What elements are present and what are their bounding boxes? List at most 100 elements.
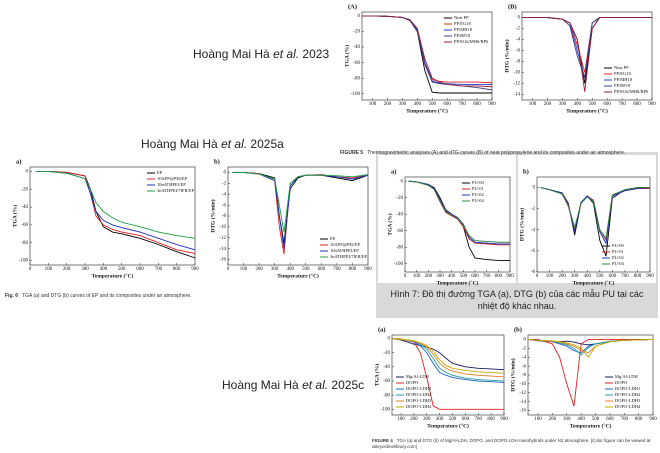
- legend-label: PP/EG6/MH6/RP6: [614, 89, 649, 94]
- y-tick-label: -6: [522, 364, 527, 369]
- legend-label: PP/MH18: [614, 77, 633, 82]
- legend-label: Mg/Al-LDH: [615, 374, 638, 379]
- x-tick-label: 200: [410, 417, 418, 422]
- plot-frame: [404, 176, 511, 273]
- y-tick-label: -8: [516, 60, 521, 65]
- y-tick-label: -2: [222, 181, 227, 186]
- x-tick-label: 200: [549, 417, 557, 422]
- y-tick-label: -2: [516, 27, 521, 32]
- legend-label: DOPO: [406, 380, 419, 385]
- x-tick-label: 200: [425, 274, 433, 279]
- y-tick-label: -16: [519, 409, 526, 414]
- y-tick-label: -2: [531, 207, 536, 212]
- y-tick-label: -2: [522, 346, 527, 351]
- x-tick-label: 400: [100, 267, 108, 272]
- panel-background: [518, 155, 656, 283]
- legend-label: PP/RP18: [614, 83, 631, 88]
- y-tick-label: -4: [522, 355, 527, 360]
- y-axis-title: TGA (%): [386, 213, 393, 235]
- data-line: [391, 338, 505, 374]
- data-line: [232, 171, 369, 233]
- x-tick-label: 300: [423, 417, 431, 422]
- y-tick-label: -10: [519, 382, 526, 387]
- x-tick-label: 700: [333, 267, 341, 272]
- legend-label: DOPO-LDH3: [615, 398, 641, 403]
- legend-label: Neat PP: [614, 65, 629, 70]
- x-tick-label: 300: [563, 417, 571, 422]
- author-label: Hoàng Mai Hà et al. 2025a: [141, 137, 284, 151]
- x-tick-label: 300: [399, 102, 407, 107]
- legend-label: Mg/Al-LDH: [406, 374, 429, 379]
- x-axis-title: Temperature (°C): [566, 107, 608, 114]
- author-name: Hoàng Mai Hà: [141, 137, 218, 151]
- legend-label: PU-00: [472, 180, 485, 185]
- caption-text: Thermogravimetric analyses (A) and dTG c…: [367, 150, 626, 156]
- x-tick-label: 800: [173, 267, 181, 272]
- x-tick-label: 700: [458, 102, 466, 107]
- legend-label: DOPO-LDH3: [406, 398, 432, 403]
- y-tick-label: -40: [383, 365, 390, 370]
- legend-label: DOPO-LDH2: [406, 392, 431, 397]
- x-tick-label: 500: [460, 274, 468, 279]
- x-axis-title: Temperature (°C): [437, 279, 479, 286]
- x-tick-label: 400: [436, 417, 444, 422]
- x-tick-label: 700: [621, 274, 629, 279]
- data-line: [35, 171, 196, 254]
- caption: FIGURE 4 TGA (a) and DTG (b) of Mg/Al-LDH…: [372, 438, 658, 449]
- x-tick-label: 600: [443, 102, 451, 107]
- plot-frame: [29, 166, 196, 266]
- plot-frame: [521, 11, 653, 101]
- data-line: [362, 15, 493, 88]
- y-tick-label: -80: [353, 76, 360, 81]
- legend-label: PU-02: [472, 192, 484, 197]
- x-tick-label: 300: [571, 274, 579, 279]
- x-tick-label: 500: [592, 417, 600, 422]
- x-tick-label: 300: [559, 102, 567, 107]
- author-name: Hoàng Mai Hà: [193, 47, 270, 61]
- legend-label: PP/EG18: [614, 71, 632, 76]
- panel-label: a): [391, 168, 396, 175]
- x-tick-label: 200: [558, 274, 566, 279]
- x-tick-label: 600: [136, 267, 144, 272]
- legend-label: 3nATHPEI/7IFR/EP: [330, 254, 368, 259]
- panel-label: (B): [508, 3, 517, 10]
- x-tick-label: 800: [495, 274, 503, 279]
- x-axis-title: Temperature (°C): [570, 422, 612, 429]
- x-tick-label: 500: [596, 274, 604, 279]
- x-tick-label: 400: [574, 102, 582, 107]
- data-line: [362, 15, 492, 85]
- x-tick-label: 400: [577, 417, 585, 422]
- y-tick-label: -60: [21, 223, 28, 228]
- author-etal: et al.: [221, 137, 248, 151]
- y-tick-label: -12: [219, 236, 226, 241]
- legend-label: PU-01: [472, 186, 484, 191]
- y-axis-title: TGA (%): [343, 45, 350, 67]
- data-line: [362, 15, 492, 94]
- x-tick-label: 100: [534, 417, 542, 422]
- x-tick-label: 900: [191, 267, 199, 272]
- x-tick-label: 200: [63, 267, 71, 272]
- data-line: [35, 171, 196, 239]
- legend-label: EP: [157, 170, 163, 175]
- legend-label: 10nATHPEI/EP: [157, 182, 186, 187]
- x-tick-label: 900: [364, 267, 372, 272]
- y-tick-label: -4: [222, 192, 227, 197]
- y-tick-label: -80: [396, 245, 403, 250]
- plot-frame: [391, 334, 505, 416]
- data-line: [408, 180, 510, 245]
- data-line: [391, 338, 505, 371]
- author-year: 2023: [302, 47, 330, 61]
- y-tick-label: -10: [513, 71, 520, 76]
- legend-label: EP: [330, 236, 336, 241]
- x-tick-label: 400: [583, 274, 591, 279]
- data-line: [540, 187, 650, 240]
- legend-label: PU-00: [612, 243, 625, 248]
- author-year: 2025c: [331, 378, 365, 392]
- y-tick-label: -20: [383, 351, 390, 356]
- panel-label: (A): [348, 3, 357, 10]
- y-tick-label: -80: [21, 241, 28, 246]
- legend-label: DOPO-LDH1: [406, 386, 431, 391]
- y-axis-title: DTG (%/min): [509, 358, 516, 391]
- y-tick-label: 0: [401, 179, 404, 184]
- y-tick-label: 0: [224, 171, 227, 176]
